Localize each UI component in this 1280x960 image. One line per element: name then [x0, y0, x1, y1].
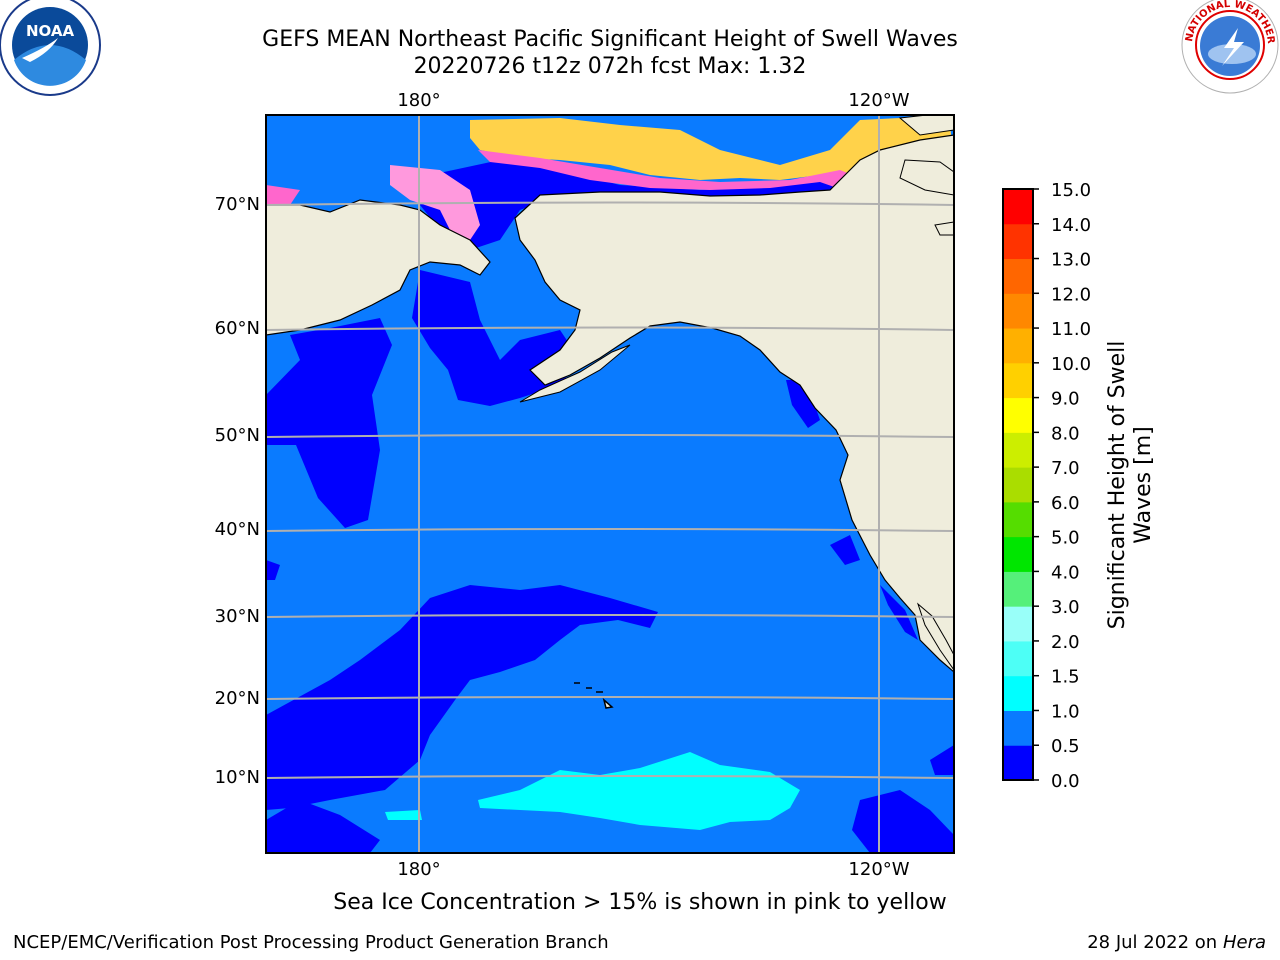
colorbar-segment: [1003, 189, 1033, 225]
land-siberia: [266, 199, 491, 336]
colorbar-segment: [1003, 640, 1033, 677]
colorbar-tick-label: 6.0: [1051, 493, 1080, 514]
colorbar-tick-label: 2.0: [1051, 632, 1080, 653]
lon-label-top-180: 180°: [397, 90, 440, 111]
colorbar-frame: [1002, 188, 1034, 781]
sea-ice-band: [470, 118, 954, 180]
footer-host: Hera: [1222, 932, 1266, 953]
colorbar-label-line2: Waves [m]: [1131, 426, 1156, 543]
hawaii-islands: [574, 682, 614, 709]
lat-label-10n: 10°N: [215, 767, 260, 788]
colorbar-tick-label: 13.0: [1051, 250, 1091, 271]
lon-label-top-120w: 120°W: [848, 90, 909, 111]
colorbar-segment: [1003, 606, 1033, 642]
swell-low-north: [266, 318, 392, 528]
colorbar-tick-label: 11.0: [1051, 319, 1091, 340]
colorbar-segment: [1003, 362, 1033, 399]
lon-label-bottom-180: 180°: [397, 859, 440, 880]
land-north-america: [514, 134, 954, 673]
swell-cyan-region: [478, 752, 800, 830]
colorbar-segment: [1003, 675, 1033, 711]
colorbar-label-line1: Significant Height of Swell: [1105, 341, 1130, 630]
colorbar-segment: [1003, 710, 1033, 746]
map-frame: [265, 114, 955, 854]
footer-date: 28 Jul 2022 on Hera: [1087, 932, 1266, 953]
colorbar-tick-label: 15.0: [1051, 180, 1091, 201]
sea-ice-note: Sea Ice Concentration > 15% is shown in …: [333, 890, 947, 915]
colorbar-tick-label: 1.0: [1051, 701, 1080, 722]
lat-label-60n: 60°N: [215, 318, 260, 339]
colorbar-tick-label: 3.0: [1051, 597, 1080, 618]
chart-subtitle: 20220726 t12z 072h fcst Max: 1.32: [413, 54, 807, 79]
colorbar-segment: [1003, 467, 1033, 503]
lat-label-50n: 50°N: [215, 425, 260, 446]
lat-label-70n: 70°N: [215, 194, 260, 215]
colorbar-segment: [1003, 501, 1033, 538]
colorbar-segment: [1003, 223, 1033, 260]
colorbar-segment: [1003, 571, 1033, 607]
graticule: [266, 115, 954, 853]
lat-label-30n: 30°N: [215, 606, 260, 627]
colorbar-segment: [1003, 328, 1033, 364]
nws-logo-text: NATIONAL WEATHER SERVICE: [0, 0, 1276, 45]
colorbar-segment: [1003, 293, 1033, 329]
colorbar-tick-label: 14.0: [1051, 215, 1091, 236]
colorbar-tick-label: 12.0: [1051, 284, 1091, 305]
colorbar-tick-label: 8.0: [1051, 423, 1080, 444]
footer-branch: NCEP/EMC/Verification Post Processing Pr…: [13, 932, 609, 953]
swell-low-central: [266, 585, 658, 810]
noaa-logo: NOAA: [0, 0, 101, 96]
colorbar-tick-label: 10.0: [1051, 354, 1091, 375]
colorbar-segment: [1003, 536, 1033, 572]
map-area: [266, 115, 954, 853]
lat-label-40n: 40°N: [215, 519, 260, 540]
colorbar: 0.0 0.5 1.0 1.5 2.0 3.0 4.0 5.0 6.0 7.0 8.0 9.0 10.0…: [1002, 180, 1091, 792]
chart-title: GEFS MEAN Northeast Pacific Significant …: [262, 27, 958, 52]
svg-text:NATIONAL WEATHER SERVICE: NATIONAL WEATHER SERVICE: [0, 0, 1276, 45]
colorbar-tick-label: 4.0: [1051, 562, 1080, 583]
colorbar-segment: [1003, 258, 1033, 294]
colorbar-tick-label: 5.0: [1051, 528, 1080, 549]
colorbar-tick-label: 0.0: [1051, 771, 1080, 792]
colorbar-segment: [1003, 432, 1033, 468]
lat-label-20n: 20°N: [215, 688, 260, 709]
colorbar-segment: [1003, 397, 1033, 433]
colorbar-tick-label: 7.0: [1051, 458, 1080, 479]
colorbar-segment: [1003, 745, 1033, 781]
colorbar-tick-label: 0.5: [1051, 736, 1080, 757]
nws-logo: NATIONAL WEATHER SERVICE: [0, 0, 1279, 94]
colorbar-tick-label: 1.5: [1051, 667, 1080, 688]
noaa-logo-text: NOAA: [26, 22, 75, 40]
colorbar-tick-label: 9.0: [1051, 389, 1080, 410]
lon-label-bottom-120w: 120°W: [848, 859, 909, 880]
